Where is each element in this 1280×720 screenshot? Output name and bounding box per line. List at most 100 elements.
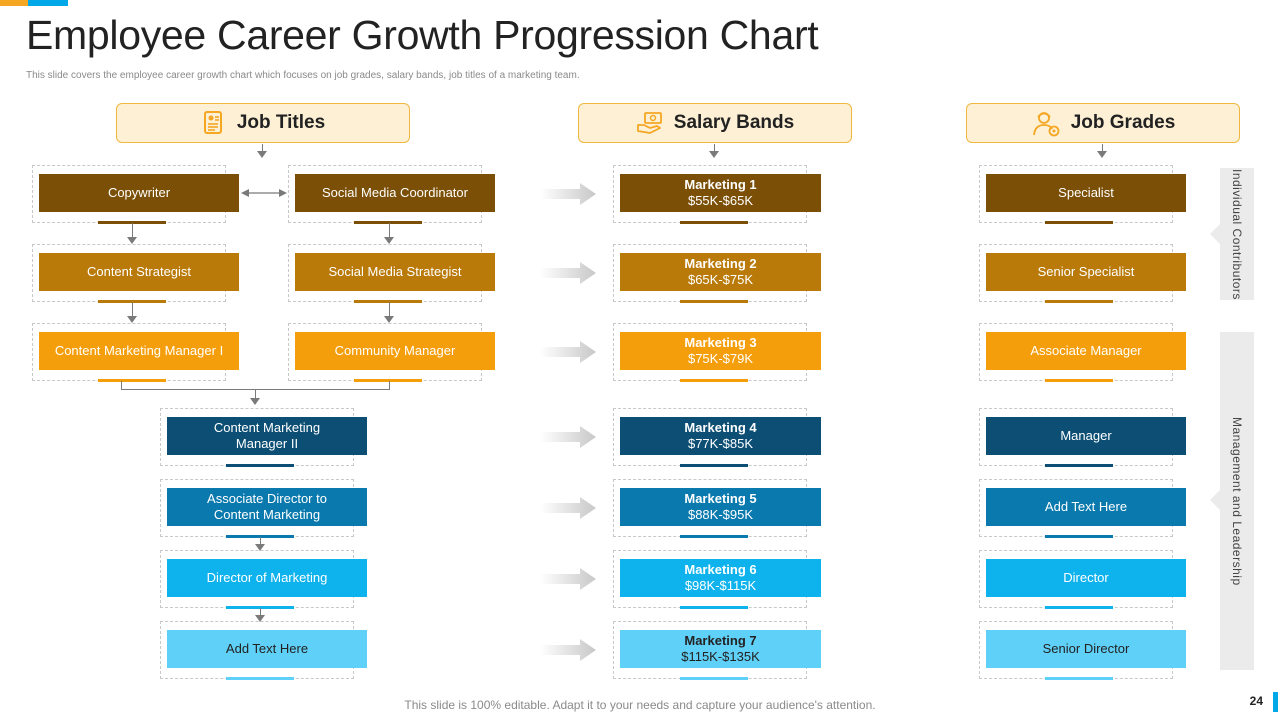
underline-accent xyxy=(1045,535,1113,538)
job-title-social-media-strategist[interactable]: Social Media Strategist xyxy=(295,253,495,291)
job-title-line-1: Associate Director to xyxy=(207,491,327,506)
salary-band-3[interactable]: Marketing 3 $75K-$79K xyxy=(620,332,821,370)
side-label-text: Management and Leadership xyxy=(1230,416,1244,586)
salary-band-range: $65K-$75K xyxy=(687,272,754,287)
connector-line xyxy=(132,302,133,317)
salary-band-name: Marketing 7 xyxy=(684,633,757,648)
page-number: 24 xyxy=(1249,694,1263,708)
connector-line xyxy=(260,608,261,616)
job-title-community-manager[interactable]: Community Manager xyxy=(295,332,495,370)
header-job-titles[interactable]: Job Titles xyxy=(116,103,410,143)
connector-line xyxy=(132,223,133,238)
connector-line xyxy=(1102,144,1103,152)
underline-accent xyxy=(1045,606,1113,609)
header-salary-bands[interactable]: Salary Bands xyxy=(578,103,852,143)
underline-accent xyxy=(354,379,422,382)
side-label-pointer xyxy=(1210,224,1220,244)
job-grade-specialist[interactable]: Specialist xyxy=(986,174,1186,212)
job-grade-senior-specialist[interactable]: Senior Specialist xyxy=(986,253,1186,291)
salary-band-7[interactable]: Marketing 7 $115K-$135K xyxy=(620,630,821,668)
salary-band-range: $98K-$115K xyxy=(684,578,757,593)
connector-line xyxy=(260,537,261,545)
progression-arrow-icon xyxy=(540,568,596,590)
connector-line xyxy=(389,223,390,238)
connector-line xyxy=(389,302,390,317)
progression-arrow-icon xyxy=(540,262,596,284)
employee-badge-icon xyxy=(1032,112,1060,137)
page-number-accent xyxy=(1273,692,1278,712)
job-grade-senior-director[interactable]: Senior Director xyxy=(986,630,1186,668)
job-grade-director[interactable]: Director xyxy=(986,559,1186,597)
salary-band-5[interactable]: Marketing 5 $88K-$95K xyxy=(620,488,821,526)
connector-line xyxy=(262,144,263,152)
underline-accent xyxy=(354,300,422,303)
salary-band-range: $88K-$95K xyxy=(687,507,754,522)
connector-line xyxy=(714,144,715,152)
job-title-content-marketing-manager-2[interactable]: Content Marketing Manager II xyxy=(167,417,367,455)
header-job-grades[interactable]: Job Grades xyxy=(966,103,1240,143)
connector-arrowhead xyxy=(127,316,137,323)
underline-accent xyxy=(1045,379,1113,382)
salary-band-6[interactable]: Marketing 6 $98K-$115K xyxy=(620,559,821,597)
page-title: Employee Career Growth Progression Chart xyxy=(26,12,819,58)
job-title-line-2: Manager II xyxy=(235,436,299,451)
salary-band-range: $115K-$135K xyxy=(681,649,760,664)
job-grade-manager[interactable]: Manager xyxy=(986,417,1186,455)
bidirectional-arrow-icon xyxy=(241,189,287,197)
underline-accent xyxy=(680,535,748,538)
underline-accent xyxy=(680,606,748,609)
connector-arrowhead xyxy=(384,237,394,244)
job-grade-add-text[interactable]: Add Text Here xyxy=(986,488,1186,526)
salary-band-4[interactable]: Marketing 4 $77K-$85K xyxy=(620,417,821,455)
salary-band-range: $77K-$85K xyxy=(687,436,754,451)
connector-arrowhead xyxy=(255,544,265,551)
side-label-management-leadership: Management and Leadership xyxy=(1220,332,1254,670)
salary-band-name: Marketing 5 xyxy=(684,491,757,506)
connector-arrowhead xyxy=(709,151,719,158)
salary-hand-icon xyxy=(636,112,662,134)
underline-accent xyxy=(354,221,422,224)
salary-band-name: Marketing 2 xyxy=(684,256,757,271)
job-title-director-of-marketing[interactable]: Director of Marketing xyxy=(167,559,367,597)
connector-arrowhead xyxy=(250,398,260,405)
underline-accent xyxy=(680,300,748,303)
side-label-individual-contributors: Individual Contributors xyxy=(1220,168,1254,300)
salary-band-name: Marketing 3 xyxy=(684,335,757,350)
page-subtitle: This slide covers the employee career gr… xyxy=(26,70,580,81)
underline-accent xyxy=(98,221,166,224)
job-title-add-text[interactable]: Add Text Here xyxy=(167,630,367,668)
underline-accent xyxy=(680,464,748,467)
progression-arrow-icon xyxy=(540,497,596,519)
connector-line xyxy=(121,381,122,390)
salary-band-name: Marketing 4 xyxy=(684,420,757,435)
side-label-pointer xyxy=(1210,490,1220,510)
connector-arrowhead xyxy=(384,316,394,323)
connector-line xyxy=(389,381,390,390)
salary-band-1[interactable]: Marketing 1 $55K-$65K xyxy=(620,174,821,212)
side-label-text: Individual Contributors xyxy=(1230,168,1244,300)
salary-band-2[interactable]: Marketing 2 $65K-$75K xyxy=(620,253,821,291)
connector-arrowhead xyxy=(255,615,265,622)
resume-icon xyxy=(203,111,222,134)
underline-accent xyxy=(226,464,294,467)
job-grade-associate-manager[interactable]: Associate Manager xyxy=(986,332,1186,370)
connector-arrowhead xyxy=(257,151,267,158)
job-title-associate-director[interactable]: Associate Director to Content Marketing xyxy=(167,488,367,526)
footer-note: This slide is 100% editable. Adapt it to… xyxy=(404,698,876,712)
underline-accent xyxy=(680,221,748,224)
job-title-social-media-coordinator[interactable]: Social Media Coordinator xyxy=(295,174,495,212)
salary-band-range: $75K-$79K xyxy=(687,351,754,366)
underline-accent xyxy=(1045,677,1113,680)
progression-arrow-icon xyxy=(540,639,596,661)
underline-accent xyxy=(226,677,294,680)
job-title-content-marketing-manager-1[interactable]: Content Marketing Manager I xyxy=(39,332,239,370)
progression-arrow-icon xyxy=(540,341,596,363)
job-title-line-1: Content Marketing xyxy=(213,420,321,435)
salary-band-name: Marketing 1 xyxy=(684,177,757,192)
header-job-grades-label: Job Grades xyxy=(1070,112,1176,133)
top-accent-orange xyxy=(0,0,28,6)
header-job-titles-label: Job Titles xyxy=(236,112,326,133)
job-title-copywriter[interactable]: Copywriter xyxy=(39,174,239,212)
underline-accent xyxy=(680,677,748,680)
job-title-content-strategist[interactable]: Content Strategist xyxy=(39,253,239,291)
